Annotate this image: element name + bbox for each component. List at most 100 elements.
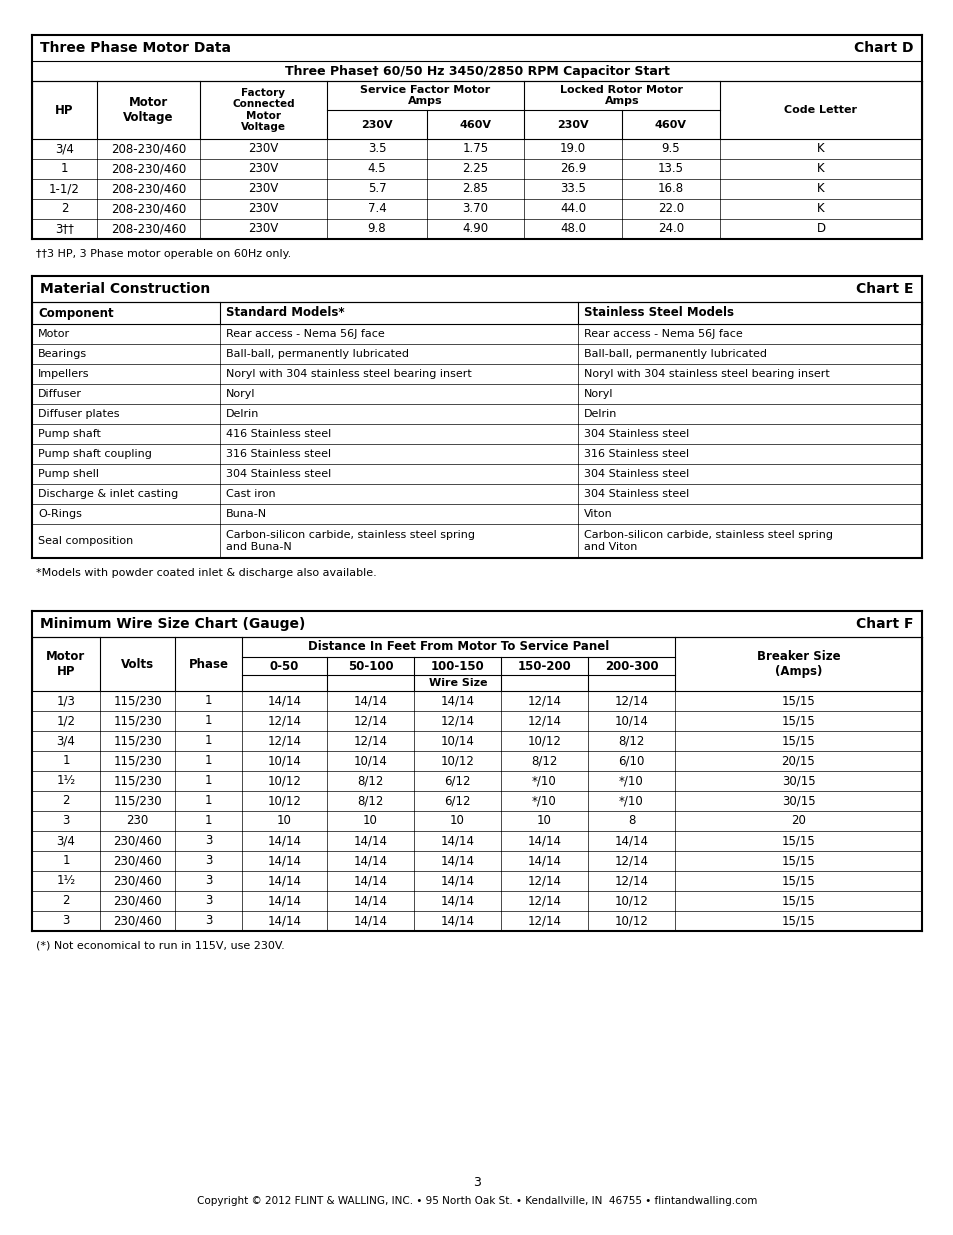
Text: 48.0: 48.0 bbox=[559, 222, 585, 236]
Text: 6/12: 6/12 bbox=[444, 794, 470, 808]
Bar bbox=[32, 35, 921, 61]
Text: Chart F: Chart F bbox=[856, 618, 913, 631]
Text: 1: 1 bbox=[62, 855, 70, 867]
Text: 115/230: 115/230 bbox=[113, 694, 162, 708]
Text: 1: 1 bbox=[205, 774, 212, 788]
Text: 10/12: 10/12 bbox=[614, 914, 648, 927]
Text: Buna-N: Buna-N bbox=[226, 509, 267, 519]
Text: 20/15: 20/15 bbox=[781, 755, 815, 767]
Text: 19.0: 19.0 bbox=[559, 142, 585, 156]
Text: Standard Models*: Standard Models* bbox=[226, 306, 344, 320]
Text: 304 Stainless steel: 304 Stainless steel bbox=[583, 489, 688, 499]
Text: 15/15: 15/15 bbox=[781, 715, 815, 727]
Text: 12/14: 12/14 bbox=[354, 735, 387, 747]
Text: 1: 1 bbox=[62, 755, 70, 767]
Text: *Models with powder coated inlet & discharge also available.: *Models with powder coated inlet & disch… bbox=[36, 568, 376, 578]
Text: Noryl: Noryl bbox=[226, 389, 255, 399]
Text: 115/230: 115/230 bbox=[113, 774, 162, 788]
Text: Chart E: Chart E bbox=[856, 282, 913, 296]
Text: 10/12: 10/12 bbox=[267, 774, 301, 788]
Text: 2: 2 bbox=[62, 794, 70, 808]
Text: 14/14: 14/14 bbox=[440, 835, 474, 847]
Text: 3/4: 3/4 bbox=[56, 735, 75, 747]
Text: HP: HP bbox=[55, 104, 73, 116]
Text: 3: 3 bbox=[205, 914, 212, 927]
Text: 4.5: 4.5 bbox=[367, 163, 386, 175]
Text: 460V: 460V bbox=[459, 120, 491, 130]
Text: 115/230: 115/230 bbox=[113, 755, 162, 767]
Text: Wire Size: Wire Size bbox=[429, 678, 487, 688]
Text: Breaker Size
(Amps): Breaker Size (Amps) bbox=[756, 650, 840, 678]
Text: 208-230/460: 208-230/460 bbox=[111, 163, 186, 175]
Text: 416 Stainless steel: 416 Stainless steel bbox=[226, 429, 331, 438]
Text: 20: 20 bbox=[790, 815, 805, 827]
Text: 304 Stainless steel: 304 Stainless steel bbox=[583, 429, 688, 438]
Text: Three Phase† 60/50 Hz 3450/2850 RPM Capacitor Start: Three Phase† 60/50 Hz 3450/2850 RPM Capa… bbox=[284, 64, 669, 78]
Text: 14/14: 14/14 bbox=[614, 835, 648, 847]
Text: 3: 3 bbox=[62, 815, 70, 827]
Text: 30/15: 30/15 bbox=[781, 794, 815, 808]
Text: 8/12: 8/12 bbox=[531, 755, 558, 767]
Text: Delrin: Delrin bbox=[583, 409, 617, 419]
Text: 208-230/460: 208-230/460 bbox=[111, 222, 186, 236]
Text: 10/12: 10/12 bbox=[267, 794, 301, 808]
Text: */10: */10 bbox=[618, 794, 643, 808]
Text: ††3 HP, 3 Phase motor operable on 60Hz only.: ††3 HP, 3 Phase motor operable on 60Hz o… bbox=[36, 249, 291, 259]
Text: 1: 1 bbox=[205, 755, 212, 767]
Text: 230V: 230V bbox=[248, 183, 278, 195]
Text: Noryl with 304 stainless steel bearing insert: Noryl with 304 stainless steel bearing i… bbox=[226, 369, 471, 379]
Text: 16.8: 16.8 bbox=[658, 183, 683, 195]
Text: 14/14: 14/14 bbox=[354, 874, 387, 888]
Text: (*) Not economical to run in 115V, use 230V.: (*) Not economical to run in 115V, use 2… bbox=[36, 941, 284, 951]
Text: 230V: 230V bbox=[557, 120, 588, 130]
Text: */10: */10 bbox=[618, 774, 643, 788]
Text: Bearings: Bearings bbox=[38, 350, 87, 359]
Text: 3††: 3†† bbox=[55, 222, 74, 236]
Text: Volts: Volts bbox=[121, 657, 153, 671]
Text: 208-230/460: 208-230/460 bbox=[111, 183, 186, 195]
Text: Carbon-silicon carbide, stainless steel spring
and Viton: Carbon-silicon carbide, stainless steel … bbox=[583, 530, 832, 552]
Text: Rear access - Nema 56J face: Rear access - Nema 56J face bbox=[226, 329, 384, 338]
Text: 14/14: 14/14 bbox=[354, 694, 387, 708]
Text: 14/14: 14/14 bbox=[354, 855, 387, 867]
Text: Motor: Motor bbox=[38, 329, 71, 338]
Text: 304 Stainless steel: 304 Stainless steel bbox=[226, 469, 331, 479]
Text: Diffuser plates: Diffuser plates bbox=[38, 409, 119, 419]
Text: Distance In Feet From Motor To Service Panel: Distance In Feet From Motor To Service P… bbox=[308, 641, 608, 653]
Text: 1¹⁄₂: 1¹⁄₂ bbox=[56, 874, 75, 888]
Text: Phase: Phase bbox=[189, 657, 229, 671]
Text: 50-100: 50-100 bbox=[347, 659, 393, 673]
Text: 150-200: 150-200 bbox=[517, 659, 571, 673]
Text: 15/15: 15/15 bbox=[781, 914, 815, 927]
Text: */10: */10 bbox=[532, 794, 557, 808]
Text: 12/14: 12/14 bbox=[267, 715, 301, 727]
Text: 14/14: 14/14 bbox=[527, 855, 561, 867]
Text: 208-230/460: 208-230/460 bbox=[111, 203, 186, 215]
Text: 230/460: 230/460 bbox=[113, 874, 162, 888]
Text: 15/15: 15/15 bbox=[781, 694, 815, 708]
Text: 9.8: 9.8 bbox=[367, 222, 386, 236]
Text: 115/230: 115/230 bbox=[113, 735, 162, 747]
Text: 14/14: 14/14 bbox=[267, 894, 301, 908]
Text: 12/14: 12/14 bbox=[354, 715, 387, 727]
Text: 2: 2 bbox=[62, 894, 70, 908]
Text: 230: 230 bbox=[126, 815, 149, 827]
Text: 14/14: 14/14 bbox=[440, 855, 474, 867]
Text: Viton: Viton bbox=[583, 509, 612, 519]
Text: 12/14: 12/14 bbox=[527, 874, 561, 888]
Text: 10/14: 10/14 bbox=[267, 755, 301, 767]
Text: 1-1/2: 1-1/2 bbox=[49, 183, 80, 195]
Text: 8: 8 bbox=[627, 815, 635, 827]
Text: 304 Stainless steel: 304 Stainless steel bbox=[583, 469, 688, 479]
Text: Pump shaft coupling: Pump shaft coupling bbox=[38, 450, 152, 459]
Text: 100-150: 100-150 bbox=[430, 659, 484, 673]
Text: 3: 3 bbox=[205, 874, 212, 888]
Text: K: K bbox=[817, 203, 824, 215]
Text: 1: 1 bbox=[205, 794, 212, 808]
Text: Diffuser: Diffuser bbox=[38, 389, 82, 399]
Text: Component: Component bbox=[38, 306, 113, 320]
Text: 12/14: 12/14 bbox=[527, 894, 561, 908]
Text: 230/460: 230/460 bbox=[113, 914, 162, 927]
Text: 4.90: 4.90 bbox=[462, 222, 488, 236]
Text: Service Factor Motor
Amps: Service Factor Motor Amps bbox=[360, 85, 490, 106]
